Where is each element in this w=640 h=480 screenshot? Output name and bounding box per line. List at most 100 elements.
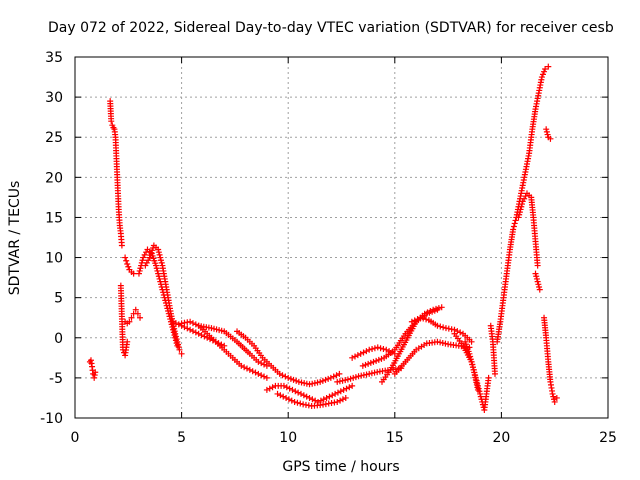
data-point — [157, 257, 164, 264]
data-point — [539, 71, 546, 78]
data-point — [155, 246, 162, 253]
x-tick-label: 20 — [492, 430, 510, 446]
data-point — [423, 316, 430, 323]
data-point — [154, 267, 161, 274]
data-point — [155, 249, 162, 256]
data-point — [346, 384, 353, 391]
data-point — [218, 341, 225, 348]
data-point — [156, 275, 163, 282]
data-point — [468, 358, 475, 365]
data-point — [124, 260, 131, 267]
data-point — [336, 378, 343, 385]
data-point — [306, 381, 313, 388]
series-pass-7.5h — [234, 328, 343, 388]
data-point — [137, 265, 144, 272]
data-point — [477, 393, 484, 400]
data-point — [442, 340, 449, 347]
data-point — [315, 398, 322, 405]
data-point — [288, 397, 295, 404]
data-point — [543, 128, 550, 135]
data-point — [277, 392, 284, 399]
data-point — [123, 257, 130, 264]
data-point — [156, 251, 163, 258]
data-point — [263, 386, 270, 393]
data-point — [366, 370, 373, 377]
data-point — [414, 316, 421, 323]
data-point — [249, 368, 256, 375]
data-point — [314, 379, 321, 386]
data-point — [417, 314, 424, 321]
data-point — [329, 392, 336, 399]
data-point — [289, 386, 296, 393]
data-point — [126, 318, 133, 325]
data-point — [550, 393, 557, 400]
data-point — [515, 214, 522, 221]
data-point — [295, 378, 302, 385]
data-point — [343, 385, 350, 392]
data-point — [255, 358, 262, 365]
data-point — [327, 374, 334, 381]
data-point — [475, 385, 482, 392]
data-point — [468, 338, 475, 345]
data-point — [198, 332, 205, 339]
data-point — [532, 270, 539, 277]
data-point — [437, 323, 444, 330]
data-point — [279, 372, 286, 379]
data-point — [130, 270, 137, 277]
data-point — [337, 388, 344, 395]
data-point — [332, 390, 339, 397]
data-point — [174, 338, 181, 345]
chart-title: Day 072 of 2022, Sidereal Day-to-day VTE… — [48, 20, 614, 36]
series-pass-2.5h — [122, 306, 144, 327]
data-point — [551, 398, 558, 405]
data-point — [326, 393, 333, 400]
data-point — [360, 372, 367, 379]
data-point — [139, 257, 146, 264]
data-point — [355, 373, 362, 380]
data-point — [301, 380, 308, 387]
series-pass-19.8h — [494, 63, 552, 345]
data-point — [261, 361, 268, 368]
data-point — [370, 358, 377, 365]
data-point — [178, 350, 185, 357]
data-point — [363, 371, 370, 378]
data-point — [317, 378, 324, 385]
data-point — [172, 333, 179, 340]
data-point — [173, 336, 180, 343]
data-point — [367, 359, 374, 366]
data-point — [375, 356, 382, 363]
data-point — [349, 354, 356, 361]
data-point — [477, 390, 484, 397]
data-point — [320, 396, 327, 403]
data-point — [358, 372, 365, 379]
y-tick-label: 20 — [45, 170, 63, 186]
data-point — [137, 314, 144, 321]
y-tick-label: -5 — [49, 371, 63, 387]
grid-layer — [75, 57, 608, 418]
data-point — [282, 373, 289, 380]
series-pass-22.0h — [541, 314, 560, 405]
data-point — [366, 346, 373, 353]
data-point — [469, 364, 476, 371]
data-point — [175, 321, 182, 328]
x-tick-label: 25 — [599, 430, 617, 446]
data-point — [369, 346, 376, 353]
data-point — [438, 304, 445, 311]
data-point — [371, 369, 378, 376]
series-pass-21.0h — [515, 190, 541, 269]
data-point — [176, 346, 183, 353]
data-point — [342, 394, 349, 401]
data-point — [187, 318, 194, 325]
data-point — [153, 262, 160, 269]
data-point — [155, 270, 162, 277]
data-point — [274, 390, 281, 397]
data-point — [258, 372, 265, 379]
data-point — [359, 362, 366, 369]
series-pass-3.5h — [142, 242, 185, 357]
series-pass-9.0h — [263, 382, 356, 405]
data-point — [286, 385, 293, 392]
data-point — [362, 361, 369, 368]
data-point — [533, 275, 540, 282]
data-point — [189, 320, 196, 327]
data-point — [243, 365, 250, 372]
